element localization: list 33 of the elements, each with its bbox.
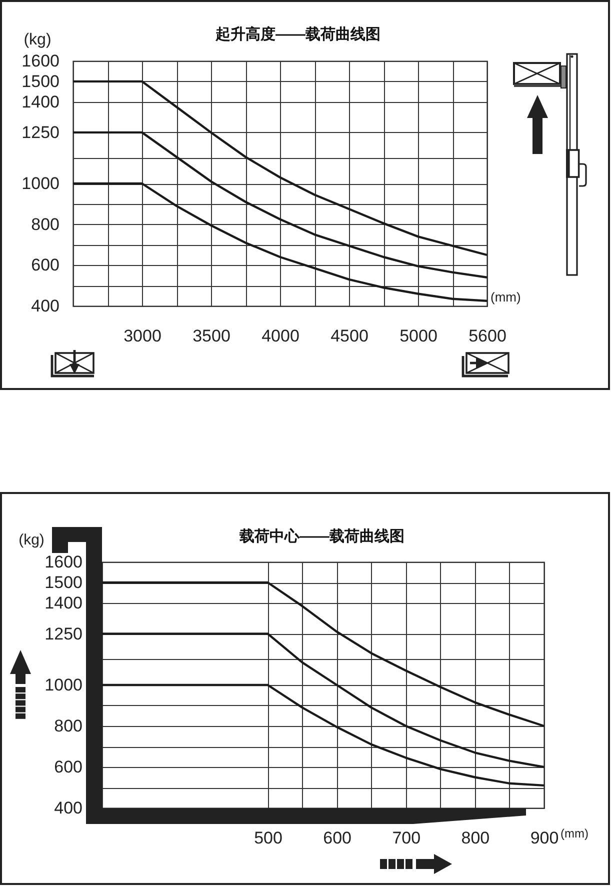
y-tick-label: 1000	[44, 676, 82, 694]
x-tick-label: 800	[461, 828, 490, 848]
x-tick-label: 5600	[468, 326, 506, 346]
y-tick-label: 1250	[44, 624, 82, 644]
x-tick-label: 700	[392, 828, 421, 848]
x-axis-title: (mm)	[560, 826, 588, 840]
x-tick-label: 3000	[124, 326, 162, 346]
x-tick-label: 600	[323, 828, 352, 848]
y-tick-label: 600	[54, 758, 82, 776]
y-tick-label: 1600	[22, 52, 60, 70]
x-axis-title: (mm)	[490, 290, 521, 304]
x-tick-label: 5000	[400, 326, 438, 346]
y-tick-label: 1400	[22, 92, 60, 112]
y-tick-label: 800	[54, 716, 82, 736]
y-tick-label: 600	[31, 256, 60, 275]
x-tick-label: 3500	[192, 326, 230, 346]
y-tick-label: 400	[54, 798, 82, 818]
y-tick-label: 400	[31, 296, 60, 316]
x-tick-label: 4000	[262, 326, 300, 346]
y-tick-label: 1500	[44, 573, 82, 592]
x-tick-label: 4500	[330, 326, 368, 346]
y-tick-label: 1000	[22, 174, 60, 193]
y-tick-label: 1500	[22, 72, 60, 91]
y-tick-label: 1600	[44, 552, 82, 572]
y-tick-label: 1400	[44, 594, 82, 612]
y-tick-label: 1250	[22, 122, 60, 142]
chart-title: 载荷中心——载荷曲线图	[238, 527, 404, 545]
chart-title: 起升高度——载荷曲线图	[214, 25, 380, 43]
x-tick-label: 900	[530, 828, 559, 848]
y-axis-title: (kg)	[18, 532, 44, 548]
x-tick-label: 500	[254, 828, 282, 848]
y-tick-label: 800	[31, 214, 60, 234]
y-axis-title: (kg)	[24, 32, 52, 48]
